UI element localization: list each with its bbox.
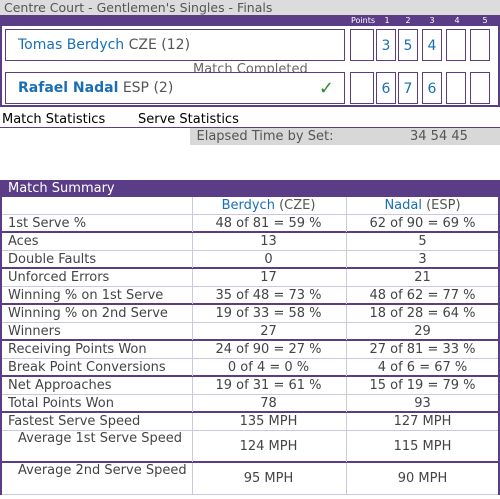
set-header-3: 3: [420, 15, 444, 26]
berdych-value: 27: [192, 323, 344, 340]
summary-row: Receiving Points Won 24 of 90 = 27 % 27 of…: [2, 341, 498, 359]
stat-label: Net Approaches: [8, 378, 112, 393]
berdych-value: 124 MPH: [192, 431, 344, 462]
stat-label: Average 2nd Serve Speed: [18, 463, 187, 478]
elapsed-value: 34 54 45: [410, 129, 468, 144]
berdych-value: 24 of 90 = 27 %: [192, 341, 344, 358]
stat-label: Break Point Conversions: [8, 360, 166, 375]
set-score-4: [446, 29, 466, 61]
stat-label: Fastest Serve Speed: [8, 414, 141, 429]
stat-label: Unforced Errors: [8, 270, 110, 285]
nadal-value: 15 of 19 = 79 %: [346, 377, 498, 394]
match-statistics-link[interactable]: Match Statistics: [2, 112, 106, 127]
nadal-column-header: Nadal (ESP): [346, 197, 498, 214]
summary-row: Net Approaches 19 of 31 = 61 % 15 of 19 = …: [2, 377, 498, 395]
stat-label: Total Points Won: [8, 396, 114, 411]
points-cell: [350, 72, 374, 104]
stat-label: Receiving Points Won: [8, 342, 147, 357]
nadal-value: 18 of 28 = 64 %: [346, 305, 498, 322]
set-score-5: [470, 72, 490, 104]
stat-label: Winning % on 2nd Serve: [8, 306, 168, 321]
summary-title: Match Summary: [0, 180, 500, 197]
nadal-value: 127 MPH: [346, 413, 498, 430]
summary-row: Fastest Serve Speed 135 MPH 127 MPH: [2, 413, 498, 431]
summary-label-header: [8, 197, 190, 214]
summary-table: Berdych (CZE) Nadal (ESP) 1st Serve % 48 of…: [0, 197, 500, 495]
set-header-5: 5: [470, 15, 500, 26]
title-bar: Centre Court - Gentlemen's Singles - Fin…: [0, 0, 500, 15]
stat-label: Winners: [8, 324, 61, 339]
nadal-value: 93: [346, 395, 498, 412]
nadal-value: 48 of 62 = 77 %: [346, 287, 498, 304]
berdych-value: 0 of 4 = 0 %: [192, 359, 344, 376]
set-score-2: 5: [398, 29, 418, 61]
set-score-3: 4: [422, 29, 442, 61]
berdych-value: 19 of 31 = 61 %: [192, 377, 344, 394]
score-header-bar: [0, 15, 348, 26]
nadal-value: 4 of 6 = 67 %: [346, 359, 498, 376]
set-score-3: 6: [422, 72, 442, 104]
winner-check-icon: ✓: [318, 78, 334, 99]
divider: [0, 127, 500, 128]
nadal-value: 90 MPH: [346, 463, 498, 494]
summary-row: Average 2nd Serve Speed 95 MPH 90 MPH: [2, 463, 498, 495]
berdych-value: 78: [192, 395, 344, 412]
nadal-value: 27 of 81 = 33 %: [346, 341, 498, 358]
nadal-value: 5: [346, 233, 498, 250]
player-row-nadal[interactable]: Rafael Nadal ESP (2) ✓: [5, 72, 345, 104]
elapsed-time-bar: Elapsed Time by Set: 34 54 45: [190, 128, 500, 145]
berdych-value: 13: [192, 233, 344, 250]
set-header-1: 1: [378, 15, 396, 26]
stat-label: Double Faults: [8, 252, 97, 267]
player-name: Rafael Nadal ESP (2): [18, 80, 174, 96]
berdych-value: 35 of 48 = 73 %: [192, 287, 344, 304]
points-cell: [350, 29, 374, 61]
nadal-value: 21: [346, 269, 498, 286]
set-score-1: 3: [376, 29, 396, 61]
scoreboard-frame: [0, 15, 500, 107]
berdych-value: 17: [192, 269, 344, 286]
player-name: Tomas Berdych CZE (12): [18, 37, 191, 53]
summary-row: Average 1st Serve Speed 124 MPH 115 MPH: [2, 431, 498, 463]
stat-label: Aces: [8, 234, 39, 249]
nadal-value: 115 MPH: [346, 431, 498, 462]
berdych-column-header: Berdych (CZE): [192, 197, 344, 214]
berdych-value: 0: [192, 251, 344, 268]
berdych-value: 95 MPH: [192, 463, 344, 494]
nadal-value: 62 of 90 = 69 %: [346, 215, 498, 232]
summary-row: Unforced Errors 17 21: [2, 269, 498, 287]
berdych-value: 135 MPH: [192, 413, 344, 430]
summary-row: Winners 27 29: [2, 323, 498, 341]
stat-label: Winning % on 1st Serve: [8, 288, 164, 303]
serve-statistics-link[interactable]: Serve Statistics: [138, 112, 239, 127]
berdych-value: 19 of 33 = 58 %: [192, 305, 344, 322]
summary-row: Winning % on 2nd Serve 19 of 33 = 58 % 18 …: [2, 305, 498, 323]
stat-label: Average 1st Serve Speed: [18, 431, 182, 446]
summary-row: Winning % on 1st Serve 35 of 48 = 73 % 48 …: [2, 287, 498, 305]
set-header-4: 4: [444, 15, 470, 26]
stat-label: 1st Serve %: [8, 216, 87, 231]
stats-links: Match Statistics Serve Statistics: [0, 110, 500, 128]
nadal-value: 29: [346, 323, 498, 340]
player-row-berdych[interactable]: Tomas Berdych CZE (12): [5, 29, 345, 61]
summary-row: Break Point Conversions 0 of 4 = 0 % 4 of …: [2, 359, 498, 377]
set-header-2: 2: [396, 15, 420, 26]
points-header: Points: [348, 15, 378, 26]
elapsed-label: Elapsed Time by Set:: [196, 129, 334, 144]
set-score-2: 7: [398, 72, 418, 104]
match-title: Centre Court - Gentlemen's Singles - Fin…: [4, 0, 273, 15]
summary-row: Total Points Won 78 93: [2, 395, 498, 413]
set-score-4: [446, 72, 466, 104]
summary-row: Aces 13 5: [2, 233, 498, 251]
nadal-value: 3: [346, 251, 498, 268]
set-score-1: 6: [376, 72, 396, 104]
summary-row: 1st Serve % 48 of 81 = 59 % 62 of 90 = 69 …: [2, 215, 498, 233]
berdych-value: 48 of 81 = 59 %: [192, 215, 344, 232]
set-score-5: [470, 29, 490, 61]
summary-row: Double Faults 0 3: [2, 251, 498, 269]
summary-column-header: Berdych (CZE) Nadal (ESP): [2, 197, 498, 215]
